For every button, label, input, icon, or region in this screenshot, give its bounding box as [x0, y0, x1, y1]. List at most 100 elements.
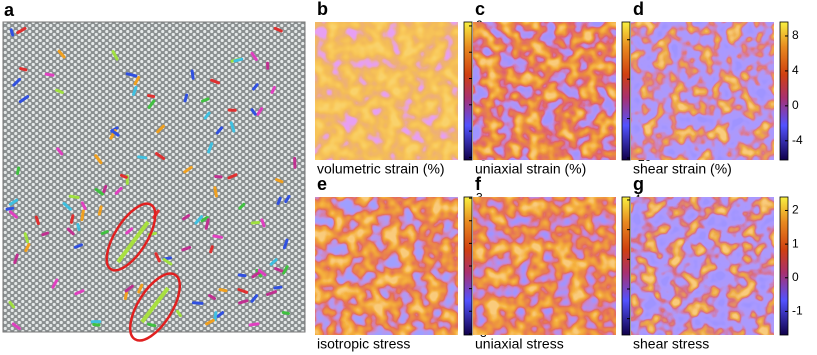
defect-mark [212, 234, 224, 239]
defect-mark [147, 99, 156, 109]
defect-mark [62, 202, 72, 211]
defect-mark [116, 220, 150, 264]
colorbar-tick-label: 2 [792, 203, 799, 217]
defect-mark [191, 301, 204, 305]
defect-mark [41, 231, 50, 237]
defect-mark [80, 209, 85, 222]
colorbar [779, 196, 789, 336]
defect-mark [273, 26, 283, 33]
defect-mark [69, 214, 75, 224]
defect-mark [284, 194, 291, 204]
defect-mark [182, 214, 191, 221]
colorbar-tick-label: 0 [792, 98, 799, 112]
defect-mark [137, 155, 148, 160]
defect-mark [124, 284, 134, 293]
defect-mark [257, 268, 267, 277]
defect-mark [250, 294, 259, 303]
defect-mark [282, 238, 289, 250]
defect-mark [256, 107, 264, 116]
defect-mark [183, 165, 193, 174]
defect-mark [76, 223, 81, 232]
defect-mark [215, 126, 224, 135]
defect-mark [155, 152, 166, 161]
colorbar-tick-label: 1 [792, 236, 799, 250]
heatmap [315, 197, 458, 335]
defect-mark [227, 173, 238, 180]
heatmap [315, 22, 458, 160]
defect-mark [5, 206, 15, 211]
caption: isotropic stress [317, 336, 410, 352]
defect-mark [156, 124, 165, 134]
panel-label: e [317, 174, 327, 194]
defect-mark [181, 245, 192, 252]
colorbar-tick-label: 4 [792, 63, 799, 77]
defect-mark [125, 227, 134, 235]
defect-mark [125, 72, 138, 78]
defect-mark [209, 245, 214, 254]
defect-mark [132, 85, 138, 96]
defect-mark [214, 174, 223, 179]
defect-mark [237, 288, 249, 294]
defect-mark [44, 72, 55, 77]
defect-mark [237, 273, 247, 278]
panel: g shear stress 2 1 0 -1 [631, 174, 803, 352]
defect-mark [233, 57, 244, 63]
panel: d shear strain (%) 8 4 0 -4 [631, 0, 803, 177]
panel-label: b [317, 0, 328, 19]
defect-mark [252, 83, 259, 91]
caption: volumetric strain (%) [317, 161, 445, 177]
defect-mark [208, 294, 217, 301]
defect-mark [146, 322, 157, 328]
defect-mark [274, 267, 284, 273]
defect-mark [123, 290, 129, 301]
defect-mark [73, 243, 83, 249]
defect-mark [203, 111, 211, 120]
defect-mark [238, 202, 246, 210]
defect-mark [260, 218, 266, 228]
defect-mark [16, 26, 27, 35]
heatmap [631, 22, 774, 160]
defect-mark [66, 227, 75, 236]
defect-mark [8, 198, 19, 206]
defect-mark [205, 318, 215, 326]
defect-mark [218, 288, 228, 293]
defect-mark [276, 196, 282, 206]
defect-mark [250, 108, 257, 116]
defect-mark [229, 121, 236, 133]
heatmap [473, 22, 616, 160]
defect-mark [251, 270, 262, 279]
defect-mark [11, 322, 21, 331]
defect-mark [216, 311, 225, 318]
panel-label: c [475, 0, 485, 19]
defect-mark [16, 166, 21, 175]
defect-mark [269, 258, 278, 266]
defect-mark [200, 216, 209, 223]
defect-mark [8, 210, 18, 219]
defect-mark [12, 77, 22, 87]
defect-mark [133, 75, 141, 86]
defect-mark [137, 283, 144, 294]
defect-mark [19, 67, 28, 72]
defect-mark [110, 129, 120, 137]
defect-mark [80, 201, 87, 211]
defect-mark [24, 243, 31, 253]
defect-mark [68, 194, 80, 200]
colorbar-tick-label: -1 [792, 304, 803, 318]
defect-mark [92, 322, 101, 327]
defect-mark [273, 285, 283, 290]
defect-mark [119, 173, 128, 179]
defect-mark [13, 253, 19, 265]
caption: shear stress [633, 336, 709, 352]
heatmap [473, 197, 616, 335]
colorbar [463, 21, 473, 161]
caption: shear strain (%) [633, 161, 732, 177]
defect-mark [281, 311, 290, 315]
defect-mark [265, 290, 277, 296]
defect-mark [238, 299, 249, 305]
defect-mark [213, 311, 218, 322]
defect-mark [207, 142, 214, 154]
